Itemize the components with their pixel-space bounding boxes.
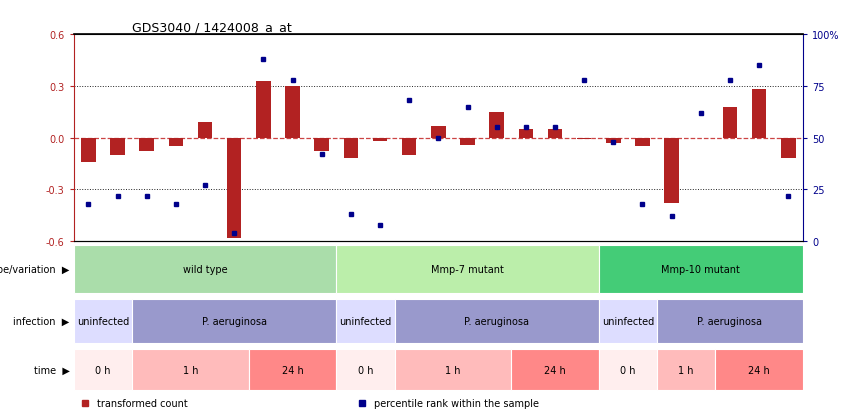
Bar — [168, 138, 183, 147]
Bar — [344, 138, 358, 159]
Bar — [548, 130, 562, 138]
Text: uninfected: uninfected — [339, 316, 391, 326]
Text: 1 h: 1 h — [445, 365, 461, 375]
Text: 24 h: 24 h — [544, 365, 566, 375]
Text: uninfected: uninfected — [77, 316, 129, 326]
Bar — [395, 349, 511, 391]
Bar — [314, 138, 329, 152]
Text: wild type: wild type — [182, 264, 227, 275]
Bar — [599, 246, 803, 293]
Text: genotype/variation  ▶: genotype/variation ▶ — [0, 264, 69, 275]
Bar — [715, 349, 803, 391]
Bar — [402, 138, 417, 156]
Text: 0 h: 0 h — [358, 365, 373, 375]
Text: 24 h: 24 h — [748, 365, 770, 375]
Text: transformed count: transformed count — [97, 398, 187, 408]
Bar — [599, 349, 657, 391]
Bar — [431, 126, 445, 138]
Bar — [635, 138, 650, 147]
Bar — [664, 138, 679, 204]
Text: P. aeruginosa: P. aeruginosa — [464, 316, 529, 326]
Text: Mmp-10 mutant: Mmp-10 mutant — [661, 264, 740, 275]
Bar — [336, 246, 599, 293]
Bar — [74, 246, 336, 293]
Bar — [657, 349, 715, 391]
Bar — [599, 299, 657, 343]
Text: 1 h: 1 h — [679, 365, 694, 375]
Bar — [110, 138, 125, 156]
Bar — [74, 349, 132, 391]
Bar — [198, 123, 213, 138]
Bar — [256, 82, 271, 138]
Bar — [577, 138, 591, 140]
Bar — [395, 299, 599, 343]
Bar — [140, 138, 154, 152]
Bar — [249, 349, 336, 391]
Bar — [132, 299, 336, 343]
Text: 24 h: 24 h — [281, 365, 304, 375]
Bar — [336, 299, 395, 343]
Text: 1 h: 1 h — [182, 365, 198, 375]
Text: uninfected: uninfected — [602, 316, 654, 326]
Bar — [490, 113, 504, 138]
Bar — [286, 87, 299, 138]
Bar — [723, 107, 737, 138]
Bar — [518, 130, 533, 138]
Bar — [781, 138, 796, 159]
Bar — [460, 138, 475, 145]
Text: Mmp-7 mutant: Mmp-7 mutant — [431, 264, 504, 275]
Text: 0 h: 0 h — [620, 365, 635, 375]
Bar — [752, 90, 766, 138]
Text: 0 h: 0 h — [95, 365, 111, 375]
Bar — [372, 138, 387, 142]
Bar — [606, 138, 621, 144]
Text: P. aeruginosa: P. aeruginosa — [201, 316, 266, 326]
Text: percentile rank within the sample: percentile rank within the sample — [374, 398, 539, 408]
Bar — [336, 349, 395, 391]
Text: P. aeruginosa: P. aeruginosa — [698, 316, 762, 326]
Bar — [132, 349, 249, 391]
Text: time  ▶: time ▶ — [34, 365, 69, 375]
Bar — [227, 138, 241, 238]
Bar — [657, 299, 803, 343]
Bar — [511, 349, 599, 391]
Text: infection  ▶: infection ▶ — [13, 316, 69, 326]
Bar — [81, 138, 95, 162]
Text: GDS3040 / 1424008_a_at: GDS3040 / 1424008_a_at — [132, 21, 292, 34]
Bar — [74, 299, 132, 343]
